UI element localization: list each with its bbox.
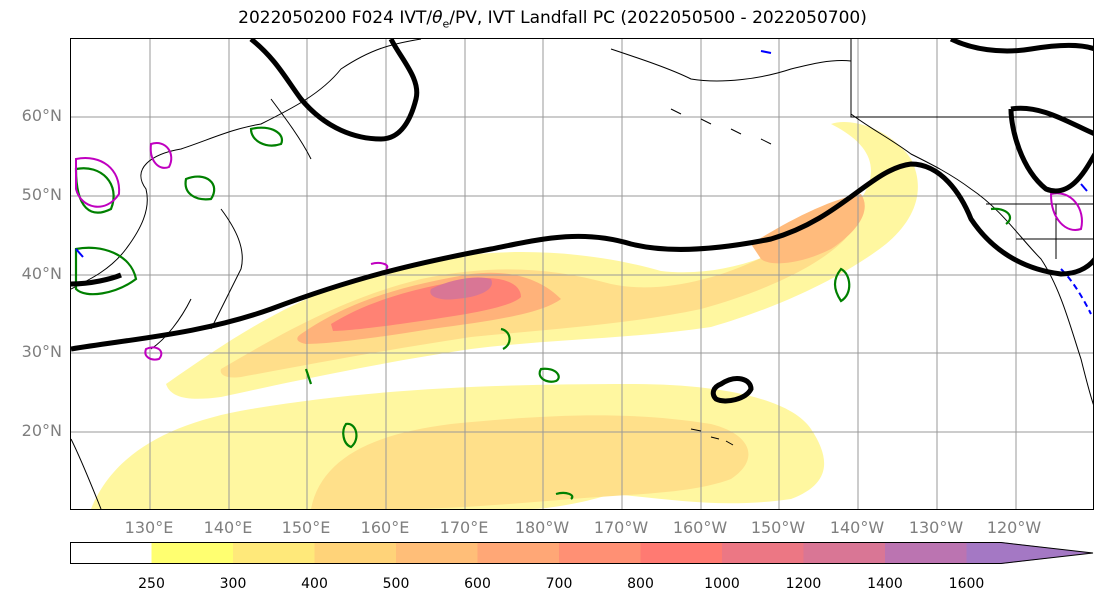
lon-label: 170°W bbox=[593, 518, 649, 537]
colorbar-tick-label: 800 bbox=[627, 576, 654, 592]
colorbar-tick-label: 700 bbox=[545, 576, 573, 592]
graticule bbox=[71, 39, 1093, 509]
colorbar-segment bbox=[233, 542, 315, 564]
colorbar-segment bbox=[803, 542, 885, 564]
lon-label: 150°W bbox=[750, 518, 806, 537]
lat-label: 40°N bbox=[21, 264, 62, 283]
lat-label: 60°N bbox=[21, 106, 62, 125]
colorbar-segment bbox=[396, 542, 478, 564]
colorbar-segment bbox=[314, 542, 396, 564]
lon-label: 130°E bbox=[124, 518, 174, 537]
lon-label: 170°E bbox=[439, 518, 489, 537]
colorbar-tick-label: 1600 bbox=[948, 576, 985, 592]
colorbar-segment bbox=[885, 542, 967, 564]
map-title: 2022050200 F024 IVT/θe/PV, IVT Landfall … bbox=[238, 8, 867, 31]
lon-label: 140°E bbox=[203, 518, 253, 537]
theta-e-contours bbox=[74, 126, 1012, 500]
lon-label: 150°E bbox=[281, 518, 331, 537]
map-panel bbox=[70, 38, 1094, 510]
colorbar-segment bbox=[70, 542, 152, 564]
colorbar-tick-label: 400 bbox=[301, 576, 328, 592]
lon-label: 120°W bbox=[986, 518, 1042, 537]
colorbar-tick-label: 1400 bbox=[867, 576, 903, 592]
colorbar-tick-label: 250 bbox=[138, 576, 165, 592]
colorbar-tick-label: 300 bbox=[219, 576, 247, 592]
lat-label: 30°N bbox=[21, 342, 62, 361]
lat-label: 50°N bbox=[21, 185, 62, 204]
ivt-landfall-pc-contours bbox=[71, 39, 1093, 404]
colorbar-tick-label: 1200 bbox=[785, 576, 822, 592]
colorbar-segment bbox=[477, 542, 559, 564]
colorbar-tick-label: 500 bbox=[382, 576, 410, 592]
lon-label: 180°W bbox=[514, 518, 570, 537]
colorbar-segment bbox=[640, 542, 722, 564]
lat-label: 20°N bbox=[21, 421, 62, 440]
colorbar bbox=[70, 542, 1094, 564]
lon-label: 130°W bbox=[908, 518, 964, 537]
colorbar-segment bbox=[722, 542, 804, 564]
colorbar-tick-label: 600 bbox=[464, 576, 491, 592]
ivt-band-300b bbox=[311, 415, 749, 509]
colorbar-segment bbox=[559, 542, 641, 564]
lon-label: 140°W bbox=[829, 518, 885, 537]
ivt-shading bbox=[91, 122, 918, 509]
ivt-band-1200 bbox=[430, 277, 492, 300]
lon-label: 160°E bbox=[360, 518, 410, 537]
colorbar-tick-label: 1000 bbox=[704, 576, 740, 592]
lon-label: 160°W bbox=[672, 518, 728, 537]
colorbar-outline bbox=[70, 542, 1094, 564]
colorbar-segment bbox=[966, 542, 1093, 564]
colorbar-segment bbox=[151, 542, 233, 564]
